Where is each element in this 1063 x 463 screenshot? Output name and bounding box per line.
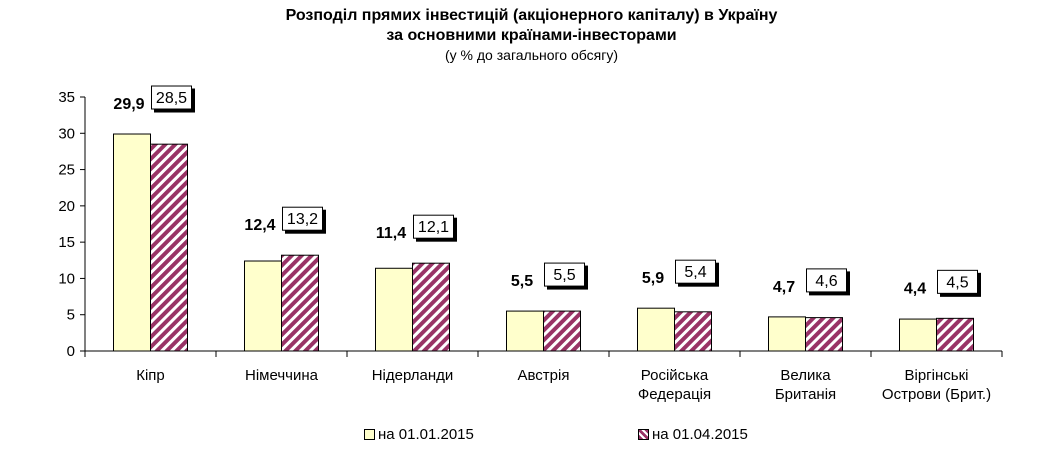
chart-title: Розподіл прямих інвестицій (акціонерного… (285, 7, 778, 24)
legend-label-series-2: на 01.04.2015 (652, 426, 748, 443)
data-label-series-2: 4,5 (946, 274, 968, 291)
bar-series-2 (805, 317, 843, 352)
data-label-series-1: 29,9 (113, 96, 144, 113)
data-label-series-2: 13,2 (287, 211, 318, 228)
data-label-series-1: 5,5 (511, 273, 533, 290)
bar-series-1 (768, 316, 806, 352)
data-label-series-1: 4,7 (773, 279, 795, 296)
data-label-box-series-2 (151, 85, 192, 110)
data-label-box-series-2 (282, 206, 323, 231)
legend-item-series-1: на 01.01.2015 (364, 426, 474, 443)
data-label-series-1: 4,4 (904, 280, 926, 297)
bar-series-1 (637, 307, 675, 352)
y-tick-label: 5 (67, 307, 75, 324)
y-tick-label: 15 (58, 234, 75, 251)
chart-subtitle: (у % до загального обсягу) (445, 47, 618, 63)
x-tick-label: Кіпр (136, 367, 165, 384)
data-label-box-series-2 (675, 259, 716, 284)
bar-series-1 (375, 267, 413, 352)
chart-title-line2: за основними країнами-інвесторами (386, 27, 677, 44)
y-tick-label: 25 (58, 162, 75, 179)
data-label-box-series-2 (544, 262, 585, 287)
y-tick-label: 0 (67, 343, 75, 360)
bar-series-1 (244, 260, 282, 352)
data-label-box-series-2 (413, 214, 454, 239)
legend-label-series-1: на 01.01.2015 (378, 426, 474, 443)
x-tick-label: Австрія (518, 367, 570, 384)
bar-series-1 (899, 318, 937, 352)
data-label-series-1: 12,4 (244, 217, 275, 234)
data-label-series-2: 4,6 (815, 273, 837, 290)
bar-series-2 (281, 254, 319, 352)
bar-series-2 (412, 262, 450, 352)
x-tick-label: Російська Федерація (638, 367, 711, 403)
bar-series-2 (674, 311, 712, 352)
data-label-series-2: 28,5 (156, 90, 187, 107)
legend-item-series-2: на 01.04.2015 (638, 426, 748, 443)
legend-swatch-series-2 (638, 429, 649, 440)
legend-swatch-series-1 (364, 429, 375, 440)
data-label-series-1: 5,9 (642, 270, 664, 287)
y-tick-label: 20 (58, 198, 75, 215)
x-tick-label: Велика Британія (775, 367, 836, 403)
bar-series-1 (113, 133, 151, 352)
bar-series-2 (936, 317, 974, 352)
chart-title-block: Розподіл прямих інвестицій (акціонерного… (0, 6, 1063, 64)
y-tick-label: 35 (58, 89, 75, 106)
x-tick-label: Німеччина (245, 367, 319, 384)
bar-series-1 (506, 310, 544, 352)
bar-series-2 (543, 310, 581, 352)
y-tick-label: 10 (58, 270, 75, 287)
data-label-series-2: 5,5 (553, 267, 575, 284)
x-tick-label: Нідерланди (372, 367, 454, 384)
x-tick-label: Віргінські Острови (Брит.) (882, 367, 991, 403)
data-label-series-2: 5,4 (684, 264, 706, 281)
data-label-box-series-2 (937, 269, 978, 294)
y-tick-label: 30 (58, 125, 75, 142)
data-label-series-2: 12,1 (418, 219, 449, 236)
data-label-box-series-2 (806, 268, 847, 293)
data-label-series-1: 11,4 (376, 225, 406, 242)
bar-series-2 (150, 143, 188, 352)
